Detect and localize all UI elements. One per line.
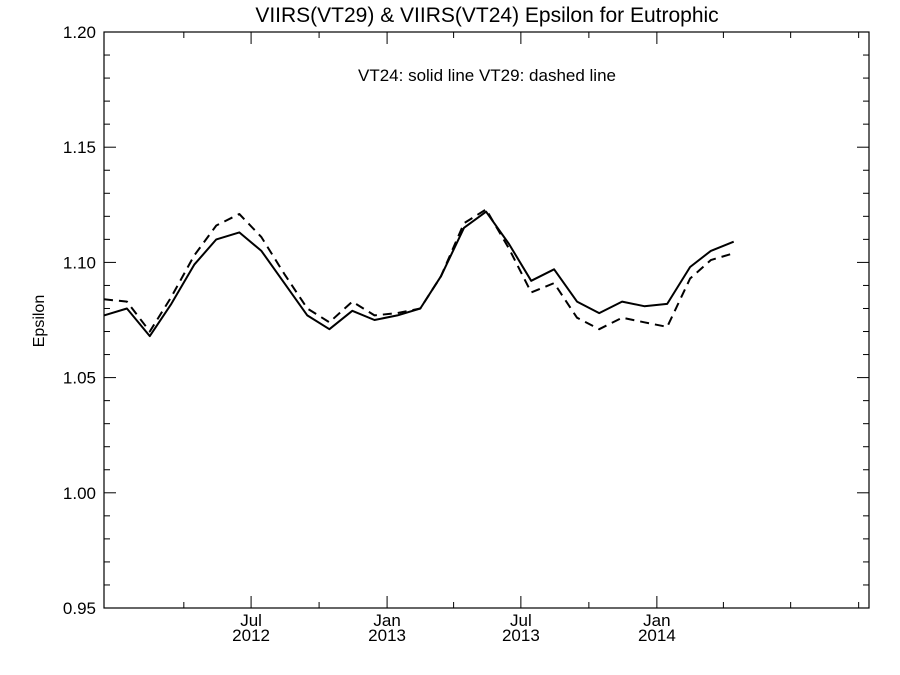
x-tick-label-year: 2013 — [368, 626, 406, 645]
x-tick-label-year: 2013 — [502, 626, 540, 645]
x-tick-label-year: 2014 — [638, 626, 676, 645]
series-lines — [103, 208, 735, 338]
y-tick-label: 1.20 — [63, 23, 96, 42]
x-tick-label-month: Jan — [373, 611, 400, 630]
y-tick-label: 1.00 — [63, 484, 96, 503]
x-tick-label-month: Jan — [643, 611, 670, 630]
series-line-vt29 — [103, 208, 734, 333]
x-tick-label-month: Jul — [510, 611, 532, 630]
y-axis-label: Epsilon — [31, 295, 48, 347]
axis-ticks: 0.951.001.051.101.151.20Jul2012Jan2013Ju… — [63, 23, 869, 645]
x-tick-label-month: Jul — [240, 611, 262, 630]
y-tick-label: 1.15 — [63, 138, 96, 157]
plot-frame — [103, 31, 870, 609]
x-tick-label-year: 2012 — [232, 626, 270, 645]
chart-annotation: VT24: solid line VT29: dashed line — [358, 66, 616, 85]
y-tick-label: 0.95 — [63, 599, 96, 618]
series-line-vt24 — [103, 210, 735, 338]
y-tick-label: 1.10 — [63, 253, 96, 272]
y-tick-label: 1.05 — [63, 369, 96, 388]
chart-title: VIIRS(VT29) & VIIRS(VT24) Epsilon for Eu… — [255, 4, 718, 27]
